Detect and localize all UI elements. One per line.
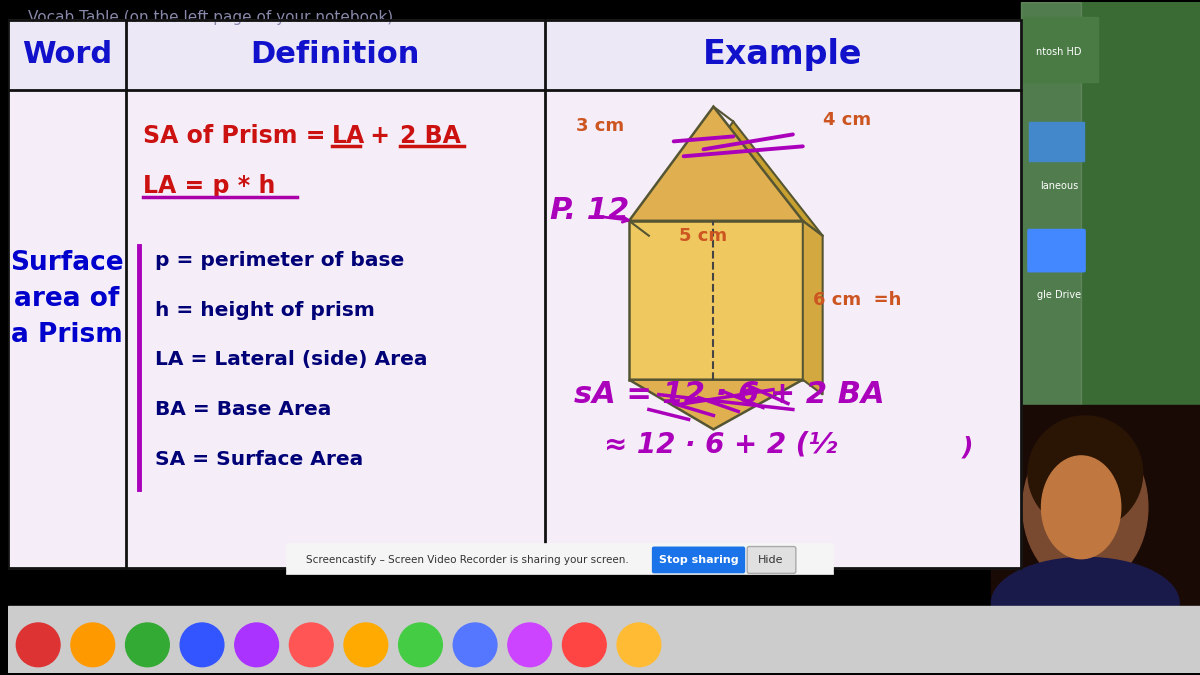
Bar: [8, 20, 1021, 90]
Bar: [287, 543, 833, 574]
Bar: [991, 404, 1200, 633]
Text: +: +: [362, 124, 398, 148]
FancyBboxPatch shape: [748, 547, 796, 573]
Text: gle Drive: gle Drive: [1037, 290, 1081, 300]
Text: P. 12: P. 12: [550, 196, 629, 225]
Circle shape: [344, 623, 388, 667]
Text: 4 cm: 4 cm: [823, 111, 871, 128]
Polygon shape: [629, 107, 803, 221]
Text: Word: Word: [22, 40, 112, 70]
Ellipse shape: [1042, 456, 1121, 559]
Circle shape: [508, 623, 552, 667]
Text: 6 cm  =h: 6 cm =h: [812, 291, 901, 309]
Bar: [8, 606, 1200, 673]
Text: ♥: ♥: [71, 182, 106, 220]
Bar: [8, 20, 1021, 568]
Ellipse shape: [1022, 427, 1148, 587]
Polygon shape: [649, 122, 823, 236]
Text: LA = p * h: LA = p * h: [144, 174, 276, 198]
Circle shape: [17, 623, 60, 667]
Text: ♥: ♥: [468, 142, 503, 180]
Polygon shape: [803, 221, 823, 395]
Text: Surface
area of
a Prism: Surface area of a Prism: [10, 250, 124, 348]
Circle shape: [235, 623, 278, 667]
Circle shape: [71, 623, 115, 667]
Ellipse shape: [1028, 416, 1142, 530]
Text: sA = 12 · 6 + 2 BA: sA = 12 · 6 + 2 BA: [575, 380, 886, 409]
Polygon shape: [629, 380, 803, 429]
Text: ♥: ♥: [150, 321, 185, 359]
Text: Screencastify – Screen Video Recorder is sharing your screen.: Screencastify – Screen Video Recorder is…: [306, 556, 629, 566]
Circle shape: [289, 623, 334, 667]
Text: ♥: ♥: [964, 113, 998, 151]
Bar: [1030, 122, 1084, 161]
Text: laneous: laneous: [1040, 181, 1078, 191]
Bar: [1024, 18, 1098, 82]
Circle shape: [398, 623, 443, 667]
Text: BA = Base Area: BA = Base Area: [155, 400, 331, 419]
Text: ♥: ♥: [666, 162, 701, 200]
Text: Example: Example: [703, 38, 863, 72]
Bar: [1021, 2, 1200, 673]
Text: ): ): [961, 435, 973, 459]
Circle shape: [563, 623, 606, 667]
Circle shape: [126, 623, 169, 667]
Text: ntosh HD: ntosh HD: [1037, 47, 1081, 57]
Text: ♥: ♥: [905, 360, 940, 399]
Text: ♥: ♥: [408, 281, 443, 319]
Text: ♥: ♥: [289, 400, 324, 439]
Text: ♥: ♥: [210, 162, 245, 200]
Text: Definition: Definition: [251, 40, 420, 70]
Polygon shape: [629, 221, 803, 380]
Text: Stop sharing: Stop sharing: [659, 556, 738, 566]
Text: SA of Prism =: SA of Prism =: [144, 124, 334, 148]
Text: ♥: ♥: [805, 202, 840, 240]
Text: p = perimeter of base: p = perimeter of base: [155, 251, 404, 270]
Text: Vocab Table (on the left page of your notebook): Vocab Table (on the left page of your no…: [29, 10, 394, 25]
FancyBboxPatch shape: [1027, 229, 1086, 273]
Text: 3 cm: 3 cm: [576, 117, 624, 136]
Bar: [8, 20, 1021, 568]
Text: SA = Surface Area: SA = Surface Area: [155, 450, 364, 468]
Text: h = height of prism: h = height of prism: [155, 300, 376, 320]
Text: Hide: Hide: [758, 556, 784, 566]
Text: LA: LA: [332, 124, 365, 148]
Text: ≈ 12 · 6 + 2 (½: ≈ 12 · 6 + 2 (½: [604, 430, 838, 458]
Ellipse shape: [991, 558, 1180, 649]
Circle shape: [180, 623, 224, 667]
Text: LA = Lateral (side) Area: LA = Lateral (side) Area: [155, 350, 428, 369]
Circle shape: [454, 623, 497, 667]
Text: ♥: ♥: [745, 421, 780, 458]
Text: 5 cm: 5 cm: [679, 227, 727, 245]
Circle shape: [617, 623, 661, 667]
FancyBboxPatch shape: [652, 547, 745, 573]
Bar: [1021, 2, 1081, 673]
Text: ♥: ♥: [587, 381, 622, 418]
Text: 2 BA: 2 BA: [400, 124, 461, 148]
